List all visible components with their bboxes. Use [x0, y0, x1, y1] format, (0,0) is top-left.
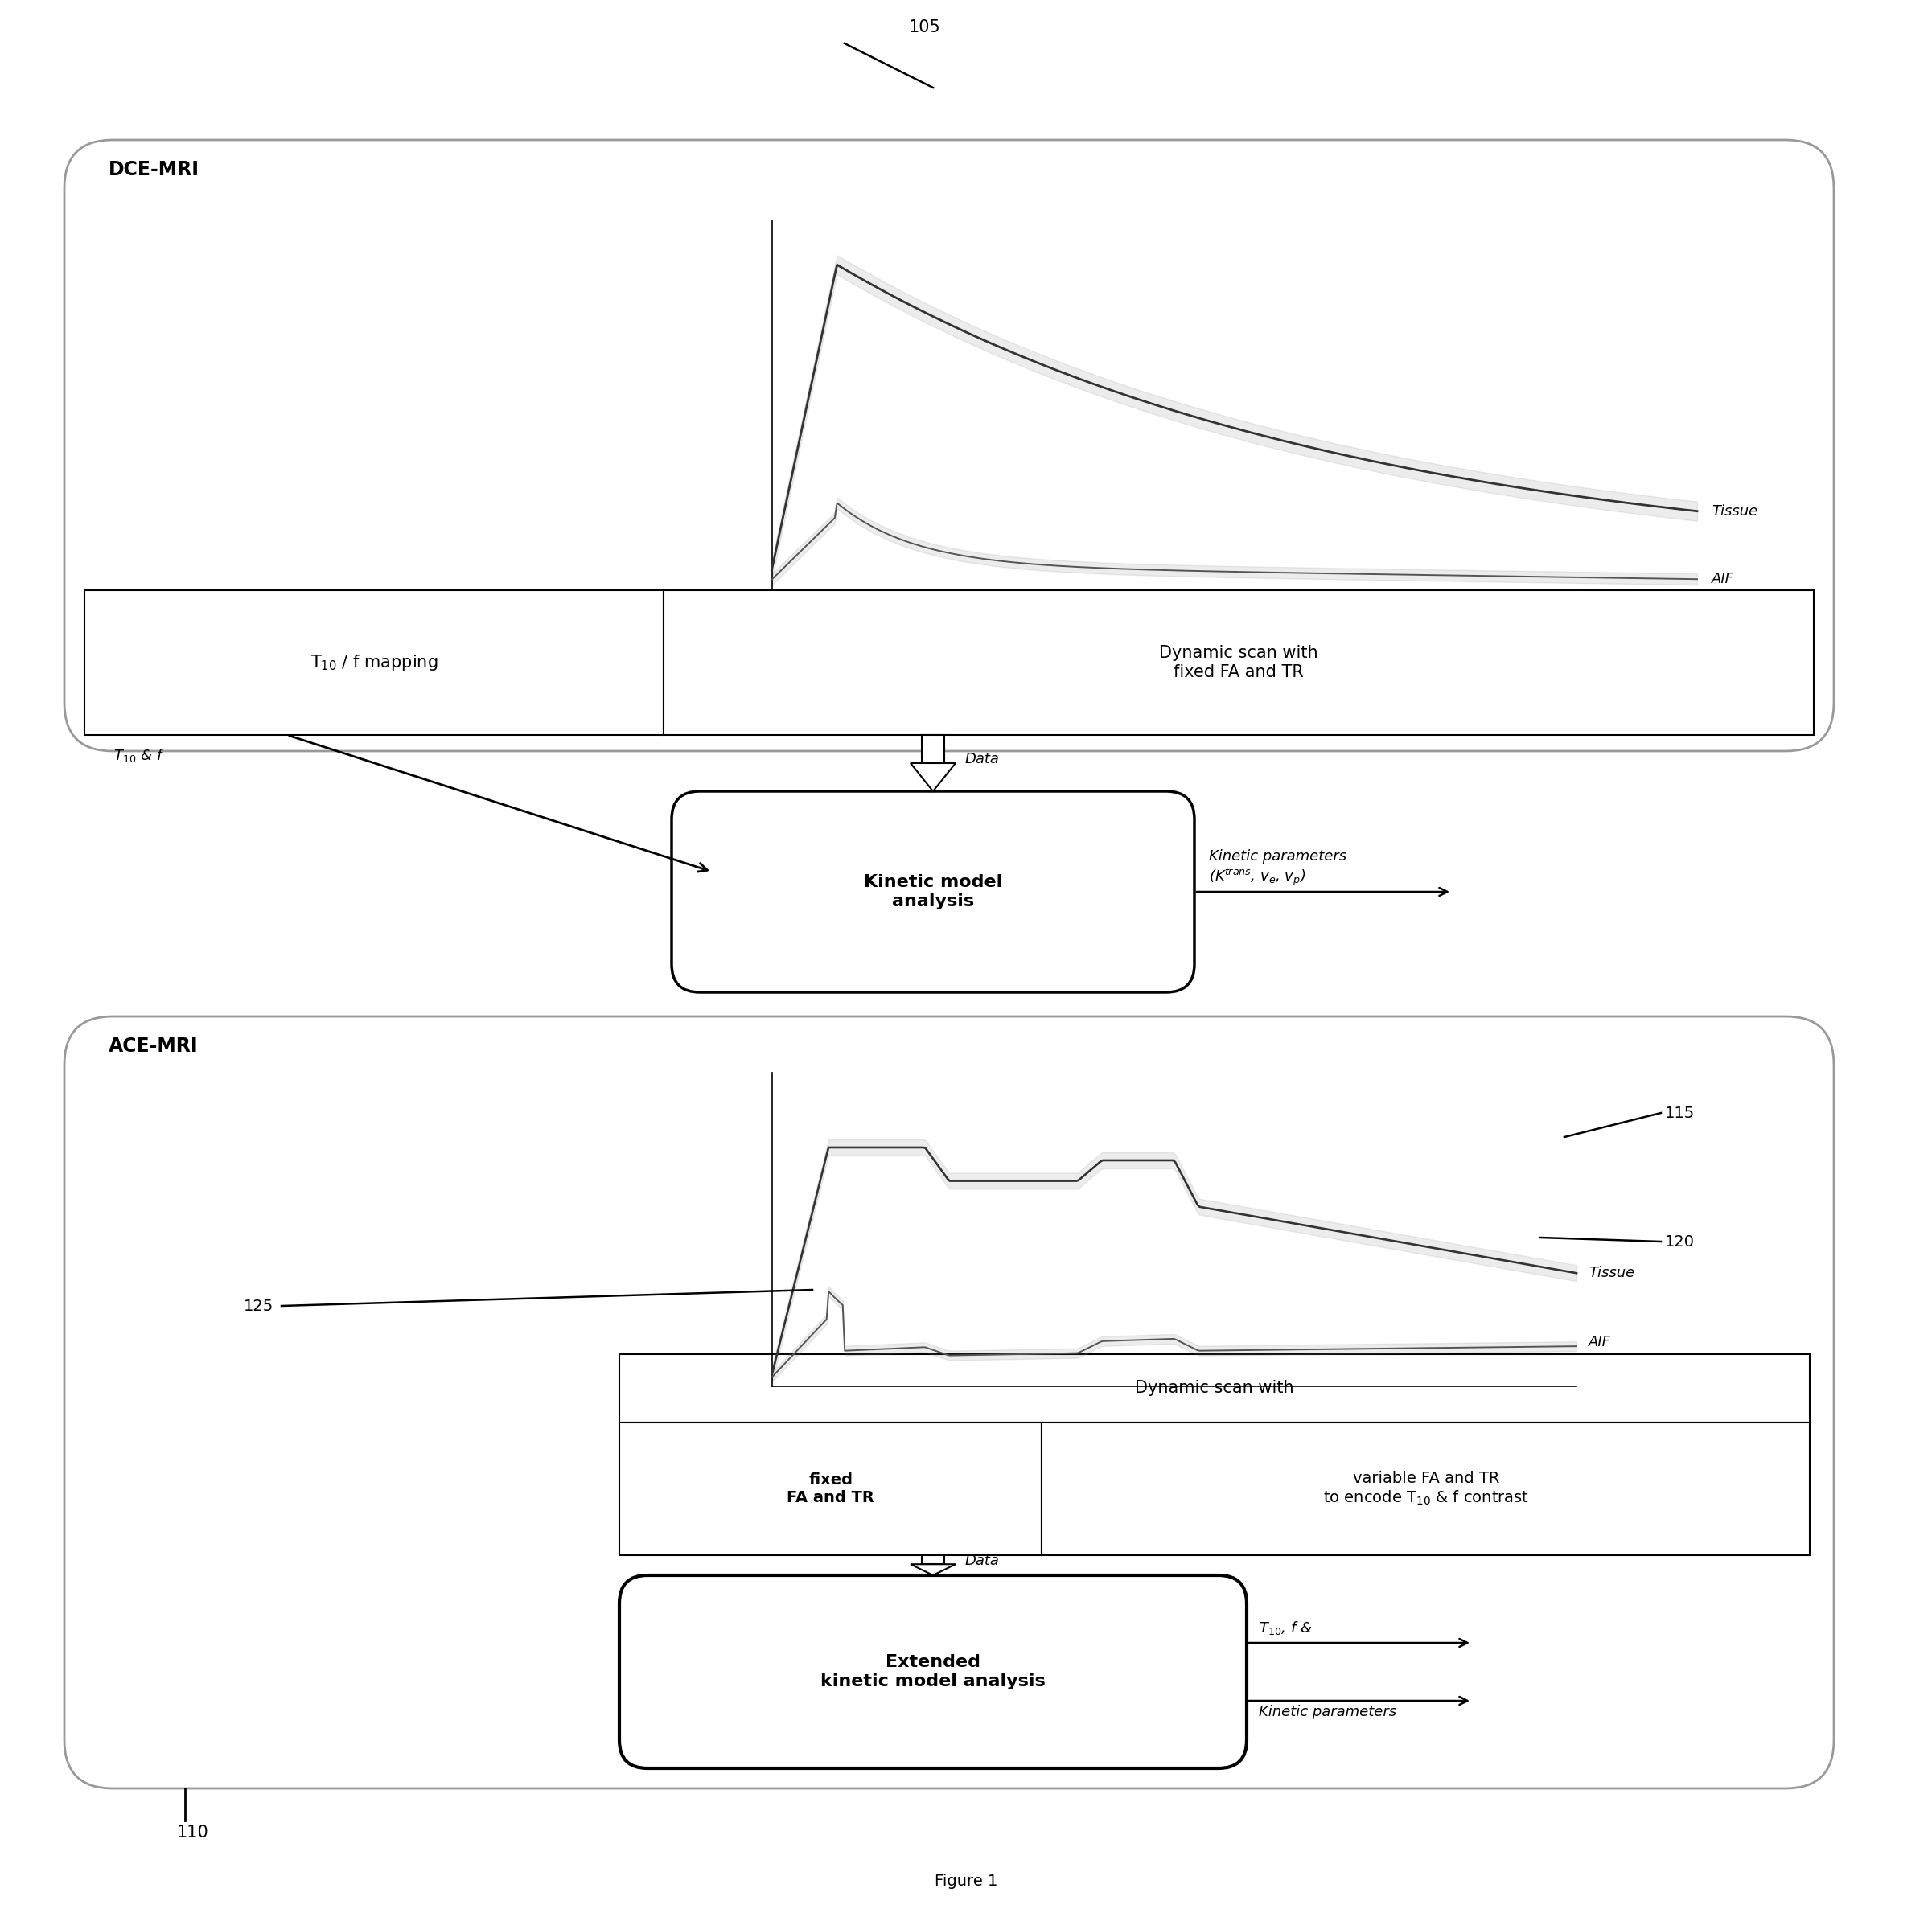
Text: T$_{10}$ & f: T$_{10}$ & f [114, 746, 164, 764]
Bar [922, 1556, 945, 1563]
Text: Tissue: Tissue [1588, 1266, 1634, 1281]
Text: Kinetic parameters
(K$^{trans}$, v$_e$, v$_p$): Kinetic parameters (K$^{trans}$, v$_e$, … [1209, 850, 1347, 888]
Text: 105: 105 [908, 19, 941, 36]
Text: Dynamic scan with
fixed FA and TR: Dynamic scan with fixed FA and TR [1159, 645, 1318, 680]
Text: Kinetic model
analysis: Kinetic model analysis [864, 874, 1003, 909]
Text: Extended
kinetic model analysis: Extended kinetic model analysis [821, 1655, 1045, 1689]
Bar [85, 590, 663, 735]
Text: ACE-MRI: ACE-MRI [108, 1037, 199, 1056]
Text: 110: 110 [178, 1825, 209, 1840]
Text: Kinetic parameters: Kinetic parameters [1260, 1705, 1397, 1720]
Text: T$_{10}$ / f mapping: T$_{10}$ / f mapping [311, 653, 439, 672]
Bar [620, 1422, 1041, 1556]
Text: Tissue: Tissue [1712, 504, 1758, 519]
Polygon shape [910, 1563, 956, 1575]
Text: fixed
FA and TR: fixed FA and TR [786, 1472, 875, 1506]
FancyBboxPatch shape [64, 139, 1833, 750]
Text: 125: 125 [243, 1298, 274, 1313]
Bar [1041, 1422, 1810, 1556]
Text: DCE-MRI: DCE-MRI [108, 160, 199, 179]
Text: T$_{10}$, f &: T$_{10}$, f & [1260, 1619, 1312, 1636]
Bar [922, 735, 945, 764]
Text: AIF: AIF [1712, 573, 1735, 586]
Text: AIF: AIF [1588, 1334, 1611, 1350]
Polygon shape [910, 764, 956, 790]
Bar [620, 1353, 1810, 1422]
FancyBboxPatch shape [672, 790, 1194, 993]
FancyBboxPatch shape [620, 1575, 1246, 1768]
Text: 120: 120 [1665, 1233, 1694, 1248]
Text: 115: 115 [1665, 1105, 1694, 1121]
FancyBboxPatch shape [64, 1016, 1833, 1789]
Bar [663, 590, 1814, 735]
Text: Figure 1: Figure 1 [935, 1873, 997, 1888]
Text: Data: Data [966, 1554, 999, 1569]
Text: variable FA and TR
to encode T$_{10}$ & f contrast: variable FA and TR to encode T$_{10}$ & … [1323, 1470, 1528, 1506]
Text: Dynamic scan with: Dynamic scan with [1136, 1380, 1294, 1395]
Text: Data: Data [966, 752, 999, 766]
